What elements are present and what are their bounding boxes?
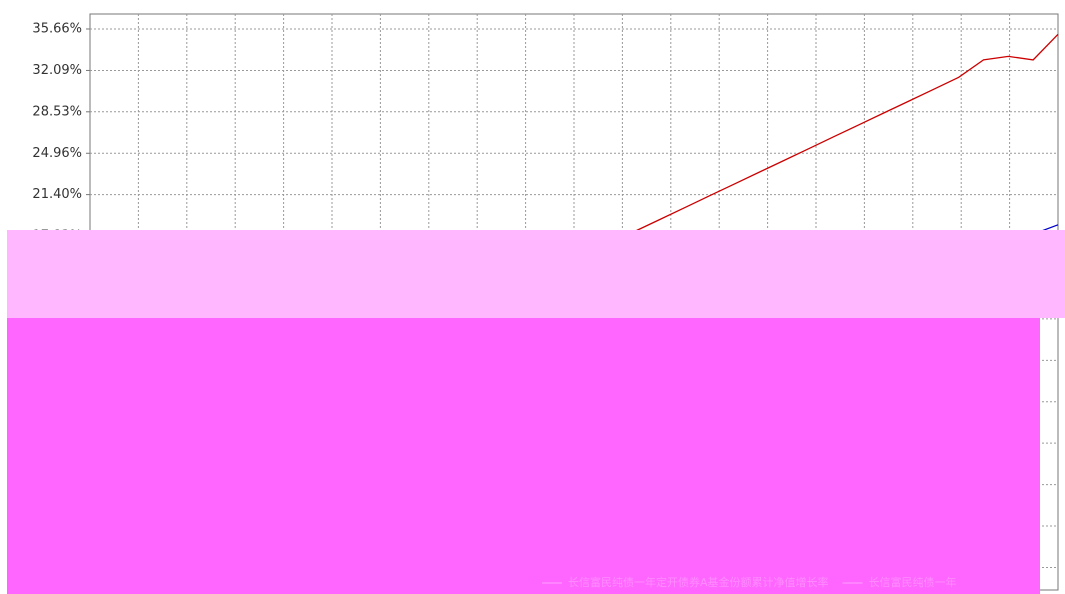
y-tick-label: 28.53%: [32, 104, 82, 119]
legend-label: 长信富民纯债一年定开债券A基金份额累计净值增长率: [568, 575, 829, 589]
glitch-band: [7, 230, 1065, 318]
y-tick-label: 21.40%: [32, 187, 82, 202]
y-tick-label: 32.09%: [32, 63, 82, 78]
glitch-block: [7, 318, 1040, 594]
y-tick-label: 35.66%: [32, 21, 82, 36]
y-tick-label: 24.96%: [32, 146, 82, 161]
legend-label: 长信富民纯债一年: [869, 575, 957, 589]
legend: 长信富民纯债一年定开债券A基金份额累计净值增长率 长信富民纯债一年: [542, 575, 957, 589]
